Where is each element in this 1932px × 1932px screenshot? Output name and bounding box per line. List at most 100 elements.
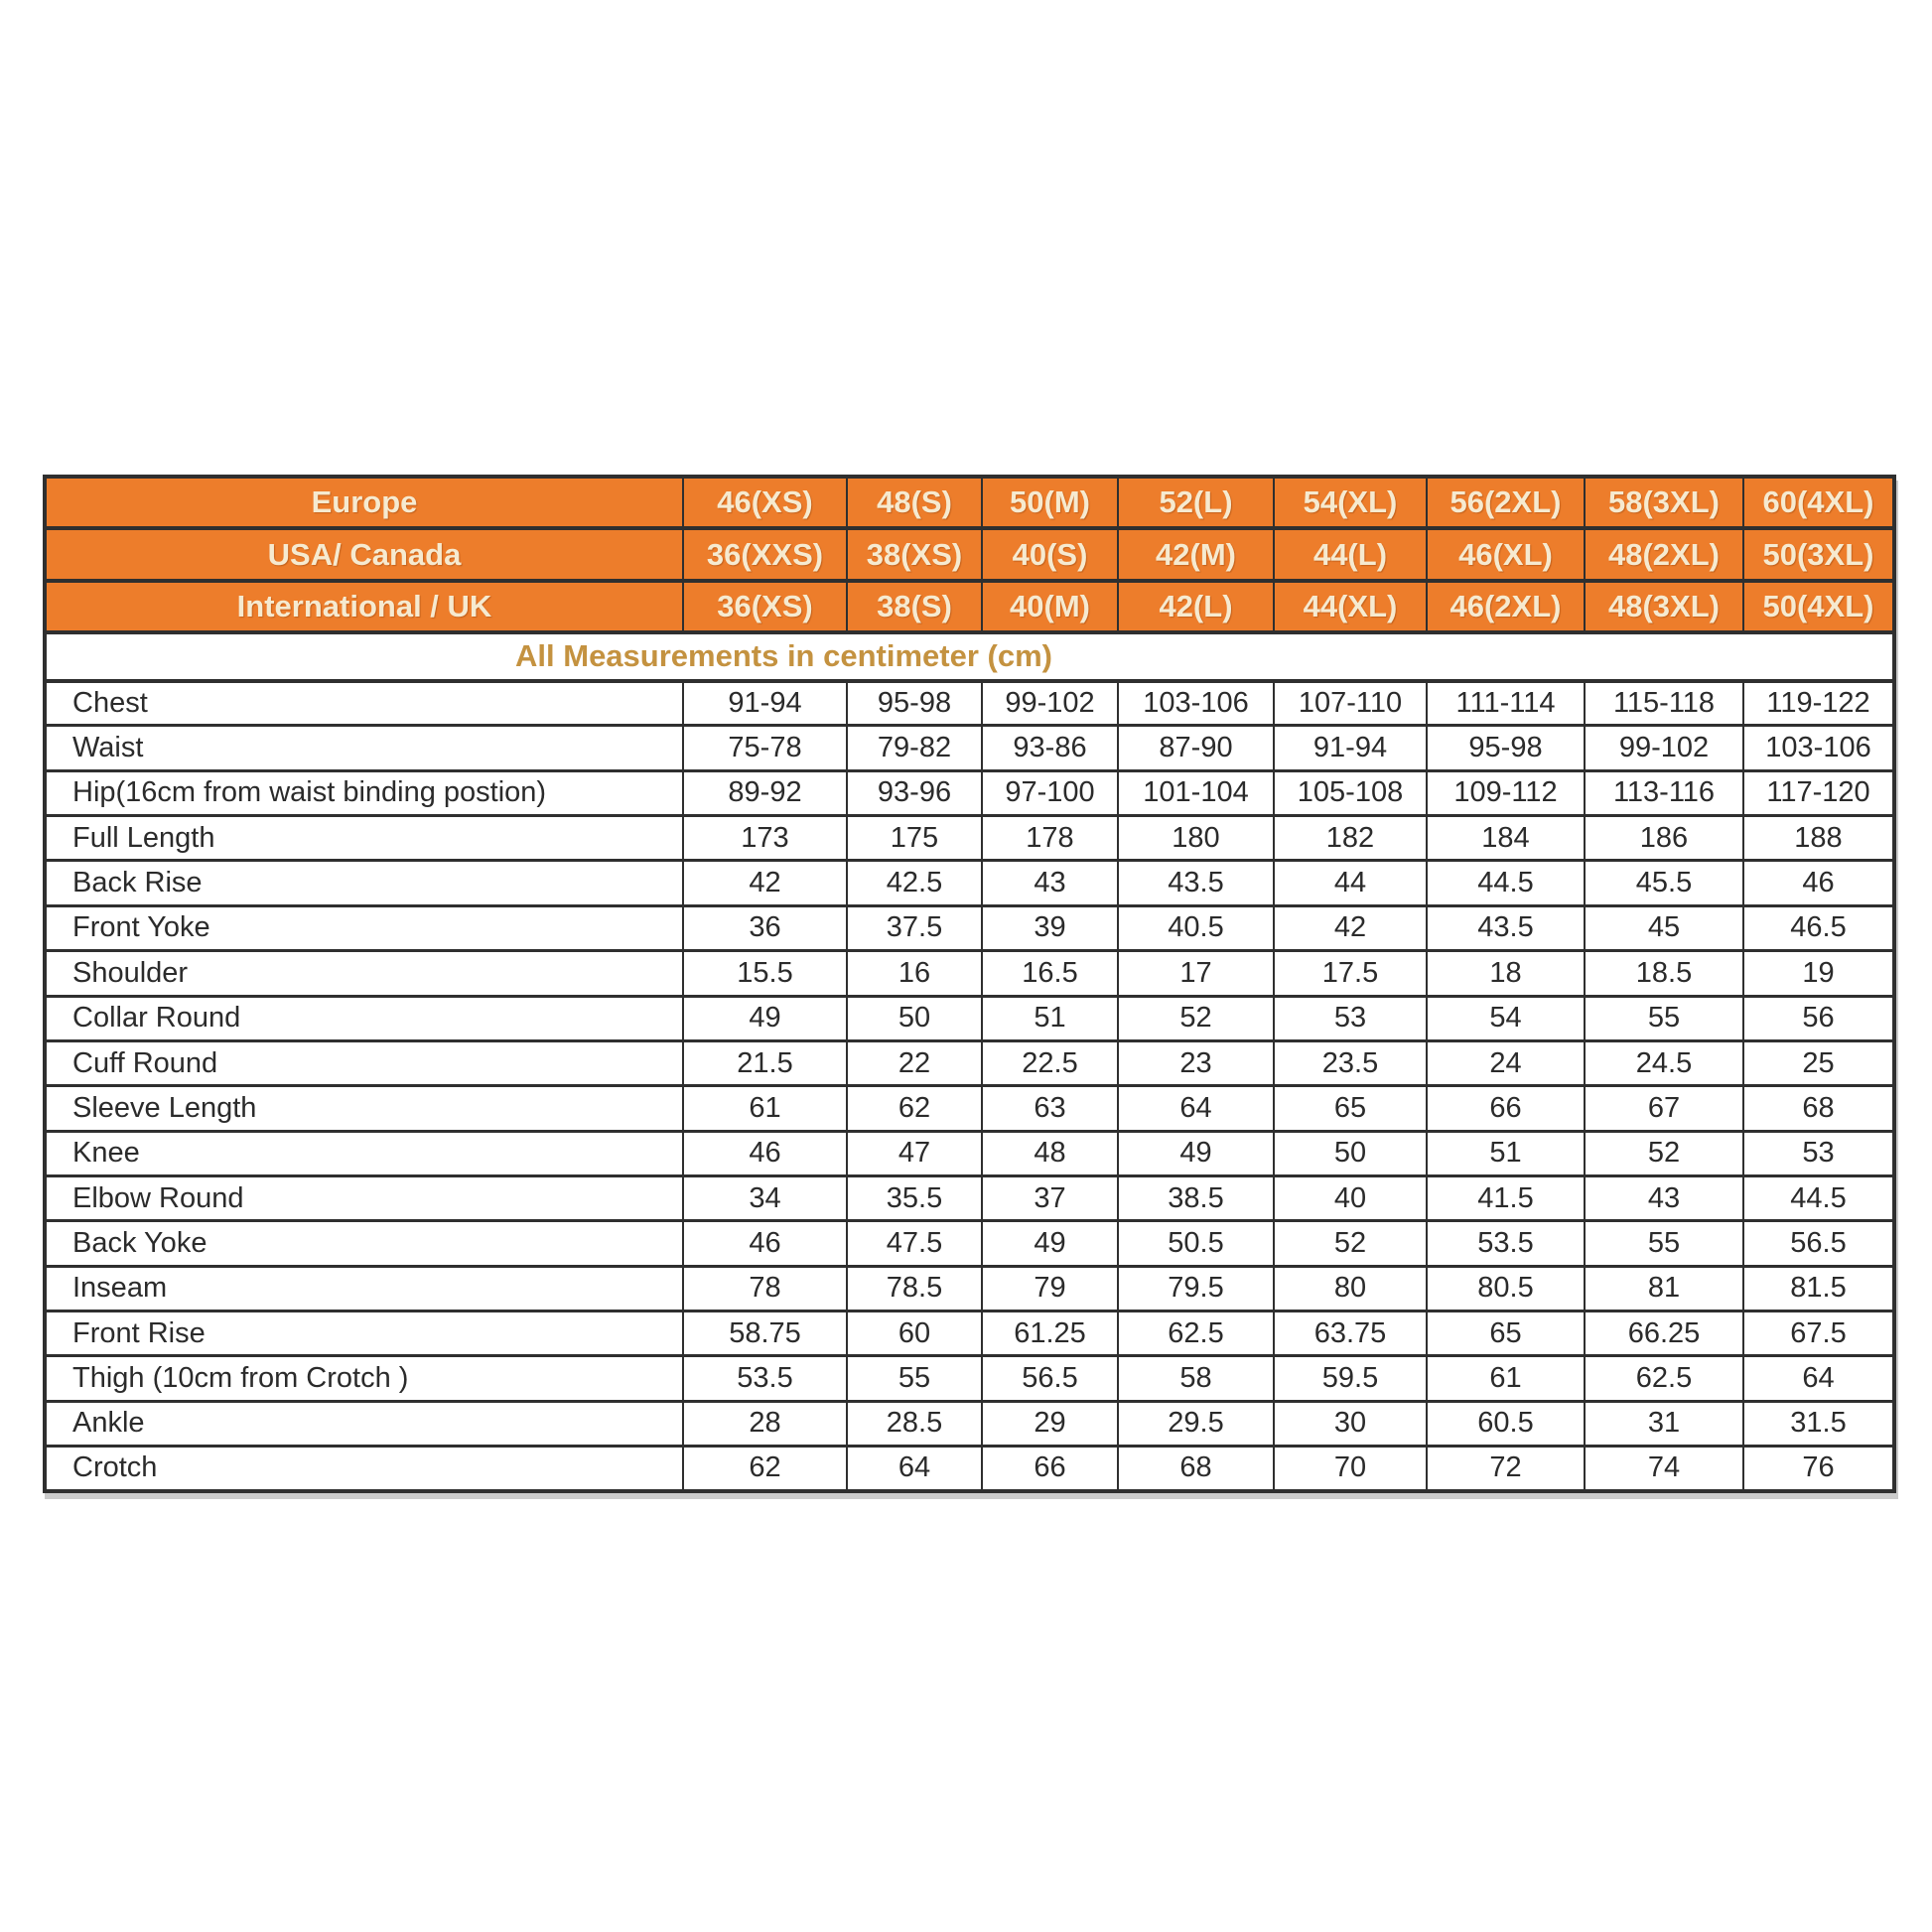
measurement-label: Back Yoke (44, 1219, 684, 1268)
measurement-value: 45.5 (1584, 859, 1744, 907)
size-system-row: International / UK 36(XS) 38(S) 40(M) 42(L) 4… (44, 579, 1895, 635)
measurement-value: 23 (1117, 1038, 1275, 1088)
measurement-value: 15.5 (682, 949, 848, 998)
measurement-value: 46 (1742, 859, 1895, 907)
size-system-row: Europe 46(XS) 48(S) 50(M) 52(L) 54(XL) 56(2XL)… (44, 475, 1895, 531)
measurement-value: 186 (1584, 814, 1744, 863)
size-value: 38(XS) (846, 526, 983, 583)
measurement-row: Collar Round 49 50 51 52 53 54 55 56 (44, 994, 1895, 1042)
measurement-value: 50 (1273, 1129, 1428, 1177)
measurement-value: 61 (682, 1084, 848, 1133)
measurement-value: 66.25 (1584, 1309, 1744, 1358)
measurement-value: 45 (1584, 903, 1744, 953)
measurement-row: Inseam 78 78.5 79 79.5 80 80.5 81 81.5 (44, 1264, 1895, 1312)
measurement-value: 44 (1273, 859, 1428, 907)
measurement-value: 74 (1584, 1444, 1744, 1493)
measurement-value: 38.5 (1117, 1173, 1275, 1223)
measurement-value: 62.5 (1584, 1354, 1744, 1403)
measurement-value: 49 (682, 994, 848, 1042)
measurement-value: 58 (1117, 1354, 1275, 1403)
measurement-value: 16.5 (981, 949, 1119, 998)
measurement-value: 55 (846, 1354, 983, 1403)
measurement-value: 44.5 (1742, 1173, 1895, 1223)
measurement-value: 31 (1584, 1399, 1744, 1448)
measurement-value: 39 (981, 903, 1119, 953)
size-value: 60(4XL) (1742, 475, 1895, 531)
measurement-row: Knee 46 47 48 49 50 51 52 53 (44, 1129, 1895, 1177)
measurement-value: 89-92 (682, 768, 848, 818)
measurement-value: 19 (1742, 949, 1895, 998)
measurement-value: 42 (682, 859, 848, 907)
size-value: 36(XXS) (682, 526, 848, 583)
measurement-value: 103-106 (1742, 724, 1895, 772)
measurement-value: 24 (1426, 1038, 1586, 1088)
measurement-value: 53 (1273, 994, 1428, 1042)
measurement-value: 47.5 (846, 1219, 983, 1268)
measurement-value: 62 (846, 1084, 983, 1133)
measurement-value: 80.5 (1426, 1264, 1586, 1312)
measurement-row: Hip(16cm from waist binding postion) 89-9… (44, 768, 1895, 818)
measurement-value: 63 (981, 1084, 1119, 1133)
measurement-value: 51 (981, 994, 1119, 1042)
measurement-label: Back Rise (44, 859, 684, 907)
measurement-value: 91-94 (682, 679, 848, 728)
measurement-value: 76 (1742, 1444, 1895, 1493)
measurement-label: Thigh (10cm from Crotch ) (44, 1354, 684, 1403)
size-value: 56(2XL) (1426, 475, 1586, 531)
measurement-label: Ankle (44, 1399, 684, 1448)
measurement-value: 23.5 (1273, 1038, 1428, 1088)
measurement-value: 52 (1584, 1129, 1744, 1177)
measurement-value: 60 (846, 1309, 983, 1358)
measurement-value: 46.5 (1742, 903, 1895, 953)
size-value: 46(XS) (682, 475, 848, 531)
size-value: 44(XL) (1273, 579, 1428, 635)
units-note-cell: All Measurements in centimeter (cm) (44, 630, 1895, 683)
measurement-value: 53 (1742, 1129, 1895, 1177)
measurement-value: 101-104 (1117, 768, 1275, 818)
measurement-value: 91-94 (1273, 724, 1428, 772)
size-value: 42(M) (1117, 526, 1275, 583)
measurement-value: 95-98 (846, 679, 983, 728)
measurement-value: 22 (846, 1038, 983, 1088)
measurement-value: 42 (1273, 903, 1428, 953)
units-note-row: All Measurements in centimeter (cm) (44, 630, 1895, 683)
measurement-row: Full Length 173 175 178 180 182 184 186 188 (44, 814, 1895, 863)
measurement-value: 58.75 (682, 1309, 848, 1358)
size-value: 42(L) (1117, 579, 1275, 635)
measurement-row: Back Yoke 46 47.5 49 50.5 52 53.5 55 56.5 (44, 1219, 1895, 1268)
measurement-value: 111-114 (1426, 679, 1586, 728)
measurement-value: 42.5 (846, 859, 983, 907)
size-value: 46(2XL) (1426, 579, 1586, 635)
size-chart-table: Europe 46(XS) 48(S) 50(M) 52(L) 54(XL) 56(2XL)… (43, 475, 1896, 1493)
measurement-value: 99-102 (981, 679, 1119, 728)
measurement-value: 97-100 (981, 768, 1119, 818)
measurement-value: 17 (1117, 949, 1275, 998)
measurement-value: 43.5 (1426, 903, 1586, 953)
measurement-value: 22.5 (981, 1038, 1119, 1088)
measurement-value: 29 (981, 1399, 1119, 1448)
measurement-value: 47 (846, 1129, 983, 1177)
size-value: 50(4XL) (1742, 579, 1895, 635)
measurement-value: 80 (1273, 1264, 1428, 1312)
size-value: 52(L) (1117, 475, 1275, 531)
measurement-value: 36 (682, 903, 848, 953)
measurement-label: Crotch (44, 1444, 684, 1493)
measurement-value: 173 (682, 814, 848, 863)
measurement-value: 43.5 (1117, 859, 1275, 907)
measurement-value: 28.5 (846, 1399, 983, 1448)
measurement-row: Sleeve Length 61 62 63 64 65 66 67 68 (44, 1084, 1895, 1133)
measurement-value: 67 (1584, 1084, 1744, 1133)
measurement-value: 28 (682, 1399, 848, 1448)
measurement-label: Inseam (44, 1264, 684, 1312)
measurement-row: Front Rise 58.75 60 61.25 62.5 63.75 65 66.25 67… (44, 1309, 1895, 1358)
measurement-row: Front Yoke 36 37.5 39 40.5 42 43.5 45 46.5 (44, 903, 1895, 953)
size-value: 58(3XL) (1584, 475, 1744, 531)
measurement-value: 119-122 (1742, 679, 1895, 728)
measurement-value: 52 (1117, 994, 1275, 1042)
measurement-value: 182 (1273, 814, 1428, 863)
measurement-value: 67.5 (1742, 1309, 1895, 1358)
size-value: 54(XL) (1273, 475, 1428, 531)
measurement-value: 34 (682, 1173, 848, 1223)
size-value: 36(XS) (682, 579, 848, 635)
measurement-value: 16 (846, 949, 983, 998)
